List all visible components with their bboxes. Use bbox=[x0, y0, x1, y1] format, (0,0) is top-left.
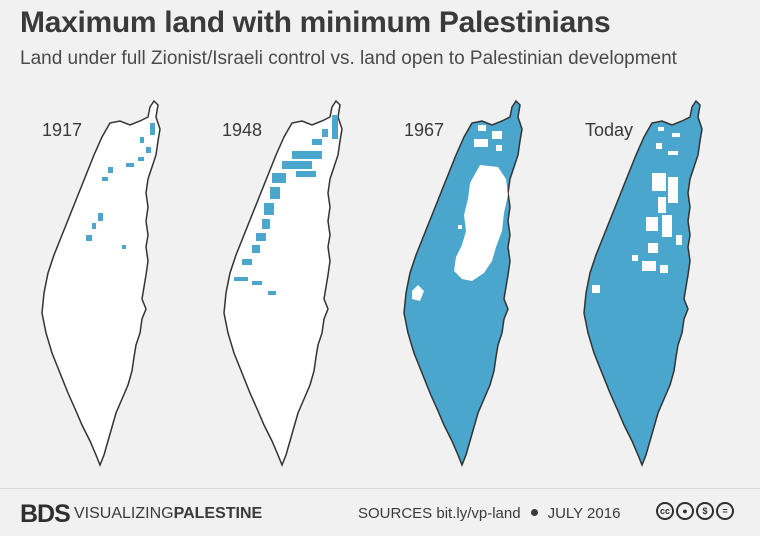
map-year-1967: 1967 bbox=[404, 120, 445, 140]
sources-line: SOURCES bit.ly/vp-land JULY 2016 bbox=[358, 505, 620, 522]
cc-icon: cc bbox=[656, 502, 674, 520]
nd-icon: = bbox=[716, 502, 734, 520]
map-year-today: Today bbox=[585, 120, 634, 140]
sources-label: SOURCES bbox=[358, 505, 433, 522]
nc-icon: $ bbox=[696, 502, 714, 520]
map-1917 bbox=[41, 100, 161, 466]
map-1948 bbox=[223, 100, 343, 466]
brand-visualizing-palestine: VISUALIZINGPALESTINE bbox=[74, 505, 262, 523]
map-1967 bbox=[403, 100, 523, 466]
by-icon: ● bbox=[676, 502, 694, 520]
page-subtitle: Land under full Zionist/Israeli control … bbox=[20, 48, 677, 69]
map-year-1948: 1948 bbox=[222, 120, 263, 140]
footer-divider bbox=[0, 488, 760, 489]
sources-link[interactable]: bit.ly/vp-land bbox=[436, 505, 521, 522]
bds-logo: BDS bbox=[20, 500, 71, 528]
brand-bold: PALESTINE bbox=[173, 505, 263, 522]
maps-row: 1917 1948 1967 Today bbox=[0, 90, 760, 480]
map-year-1917: 1917 bbox=[42, 120, 83, 140]
page-title: Maximum land with minimum Palestinians bbox=[20, 6, 611, 39]
footer: BDS VISUALIZINGPALESTINE SOURCES bit.ly/… bbox=[0, 488, 760, 536]
brand-plain: VISUALIZING bbox=[74, 505, 174, 522]
bullet-separator bbox=[530, 509, 538, 516]
license-icons: cc ● $ = bbox=[656, 502, 734, 520]
map-today bbox=[583, 100, 703, 466]
publish-date: JULY 2016 bbox=[547, 505, 621, 522]
